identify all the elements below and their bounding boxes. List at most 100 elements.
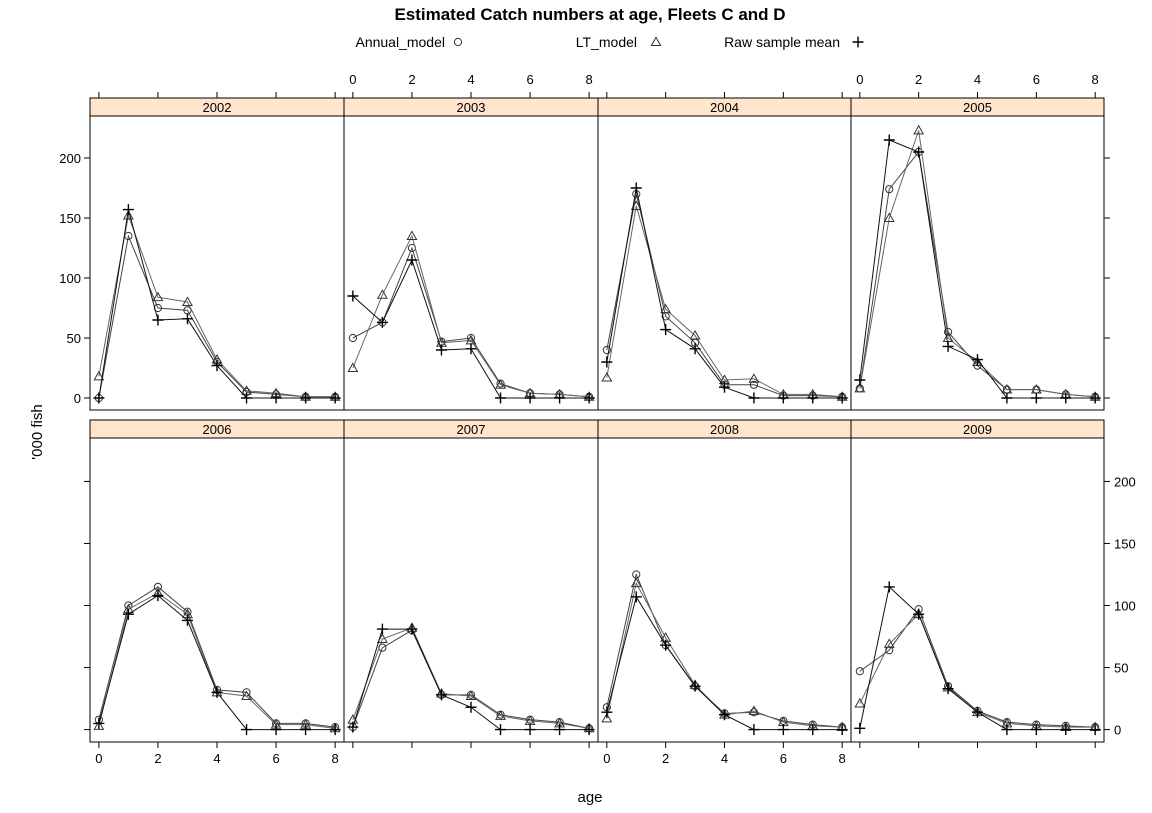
data-point-Raw sample mean (660, 324, 672, 336)
data-point-LT_model (972, 356, 983, 366)
series-line-LT_model (352, 234, 590, 398)
panel-2009: 2009 0 50 100 150 200 (850, 419, 1136, 748)
data-point-Raw sample mean (93, 392, 105, 404)
data-point-LT_model (93, 720, 105, 730)
data-point-Raw sample mean (660, 639, 672, 651)
data-point-LT_model (854, 697, 866, 708)
panel-strip-label: 2002 (203, 100, 232, 115)
x-tick-label: 6 (780, 751, 787, 766)
y-tick-label: 200 (59, 151, 81, 166)
data-point-Raw sample mean (583, 724, 595, 736)
y-tick-label: 100 (1114, 599, 1136, 614)
y-tick-label: 200 (1114, 474, 1136, 489)
panel-strip-label: 2003 (457, 100, 486, 115)
data-point-Raw sample mean (583, 392, 595, 404)
panel-strip-label: 2008 (710, 422, 739, 437)
data-point-Raw sample mean (241, 392, 253, 404)
data-point-Raw sample mean (465, 701, 477, 713)
y-tick-label: 0 (74, 391, 81, 406)
panel-2005: 2005 0 2 4 6 8 (850, 72, 1110, 411)
x-tick-label: 6 (1033, 72, 1040, 87)
data-point-Raw sample mean (152, 590, 164, 602)
data-point-Raw sample mean (1060, 724, 1072, 736)
data-point-Raw sample mean (777, 392, 789, 404)
data-point-Raw sample mean (630, 182, 642, 194)
data-point-Raw sample mean (748, 392, 760, 404)
data-point-Annual_model (749, 380, 759, 389)
data-point-Raw sample mean (406, 623, 418, 635)
data-point-Raw sample mean (406, 254, 418, 266)
series-line-LT_model (606, 205, 843, 398)
data-point-LT_model (601, 371, 613, 382)
chart-title: Estimated Catch numbers at age, Fleets C… (394, 5, 785, 24)
x-tick-label: 2 (154, 751, 161, 766)
data-point-Raw sample mean (972, 706, 983, 718)
panel-2006: 2006 0 2 4 6 8 (84, 419, 345, 766)
data-point-Raw sample mean (854, 374, 866, 386)
data-point-Annual_model (885, 185, 894, 194)
data-point-Raw sample mean (435, 689, 447, 701)
data-point-Raw sample mean (181, 313, 193, 325)
data-point-Raw sample mean (1060, 392, 1072, 404)
data-point-Raw sample mean (495, 392, 507, 404)
data-point-Raw sample mean (942, 683, 954, 695)
panel-frame (597, 115, 852, 411)
legend: Annual_model LT_model Raw sample mean (355, 34, 864, 50)
series-line-Raw sample mean (352, 258, 590, 399)
data-point-LT_model (376, 289, 388, 299)
legend-symbol-3 (852, 36, 864, 48)
data-point-Annual_model (466, 333, 476, 343)
legend-symbol-2 (650, 36, 662, 46)
data-point-LT_model (93, 370, 105, 381)
data-point-LT_model (883, 212, 895, 222)
data-point-Raw sample mean (329, 392, 341, 404)
data-point-Annual_model (855, 667, 864, 676)
data-point-Raw sample mean (748, 724, 760, 736)
data-point-Raw sample mean (524, 724, 536, 736)
series-line-Annual_model (606, 193, 843, 398)
data-point-Raw sample mean (329, 724, 341, 736)
data-point-Raw sample mean (435, 344, 447, 356)
x-tick-label: 2 (915, 72, 922, 87)
x-tick-label: 8 (1092, 72, 1099, 87)
data-point-Raw sample mean (300, 724, 312, 736)
data-point-Raw sample mean (777, 724, 789, 736)
series-line-LT_model (98, 213, 336, 398)
data-point-LT_model (689, 329, 701, 340)
data-point-LT_model (660, 303, 672, 314)
x-axis-label: age (577, 789, 602, 806)
data-point-Raw sample mean (211, 686, 223, 698)
data-point-Raw sample mean (1030, 724, 1042, 736)
x-tick-label: 4 (974, 72, 981, 87)
data-point-Raw sample mean (376, 623, 388, 635)
data-point-Raw sample mean (270, 724, 282, 736)
data-point-Raw sample mean (122, 204, 134, 216)
data-point-Raw sample mean (495, 724, 507, 736)
panel-frame (343, 115, 599, 411)
data-point-Raw sample mean (601, 706, 613, 718)
y-tick-label: 0 (1114, 723, 1121, 738)
series-line-Annual_model (352, 246, 590, 398)
data-point-LT_model (748, 373, 760, 383)
x-tick-label: 4 (213, 751, 220, 766)
panel-strip-label: 2009 (963, 422, 992, 437)
panel-2004: 2004 (597, 92, 852, 411)
x-tick-label: 2 (408, 72, 415, 87)
data-point-Raw sample mean (122, 608, 134, 620)
data-point-LT_model (406, 230, 418, 240)
series-line-LT_model (606, 581, 843, 728)
data-point-Raw sample mean (241, 724, 253, 736)
data-point-LT_model (630, 577, 642, 588)
panel-frame (597, 437, 852, 743)
series-line-Annual_model (98, 234, 336, 399)
legend-label-1: Annual_model (355, 34, 445, 50)
data-point-LT_model (347, 362, 359, 372)
series-line-LT_model (98, 592, 336, 729)
data-point-LT_model (883, 638, 895, 648)
data-point-Raw sample mean (972, 354, 983, 366)
x-tick-label: 6 (526, 72, 533, 87)
panel-strip-label: 2004 (710, 100, 739, 115)
panel-2003: 2003 0 2 4 6 8 (343, 72, 599, 411)
data-point-Raw sample mean (836, 724, 848, 736)
